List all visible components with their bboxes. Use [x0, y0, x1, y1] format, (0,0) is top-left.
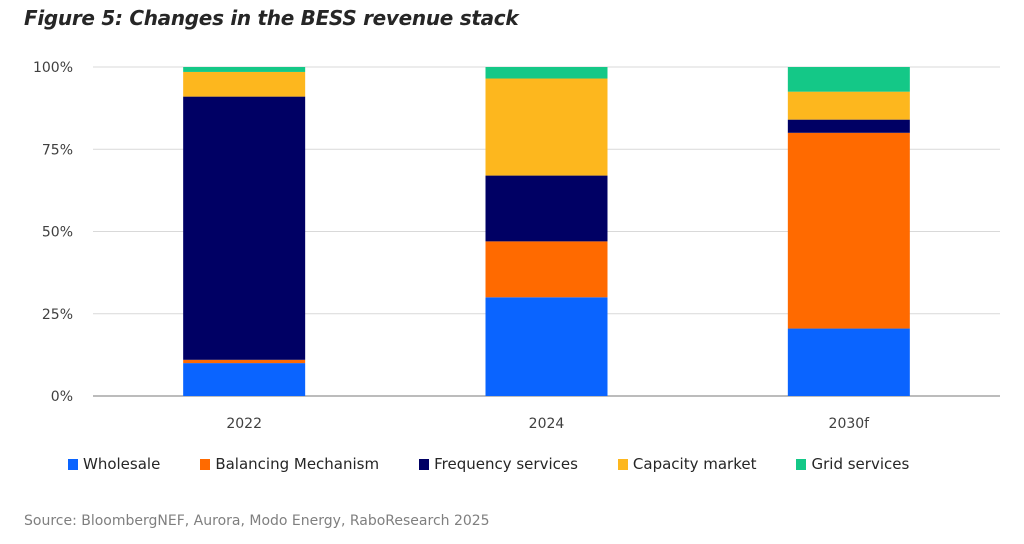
legend-item: Wholesale [68, 455, 160, 473]
y-tick-label: 0% [51, 389, 73, 405]
legend-swatch-icon [200, 458, 211, 470]
bar-segment-wholesale [787, 328, 910, 396]
x-axis-ticks: 2022 2024 2030f [226, 416, 870, 432]
y-tick-label: 75% [42, 142, 73, 158]
bar-segment-frequency-services [485, 175, 608, 242]
y-tick-label: 100% [33, 60, 73, 76]
bar-segment-grid-services [183, 67, 306, 72]
bar-segment-balancing-mechanism [183, 359, 306, 364]
legend-label: Grid services [811, 455, 910, 473]
bar-stack-2024 [485, 67, 608, 396]
legend-label: Wholesale [83, 455, 161, 473]
bar-stack-2022 [183, 67, 306, 396]
y-tick-label: 25% [42, 307, 73, 323]
bar-segment-capacity-market [485, 78, 608, 176]
y-axis-ticks: 0% 25% 50% 75% 100% [33, 60, 73, 405]
legend-swatch-icon [617, 458, 628, 470]
x-tick-label: 2022 [226, 416, 262, 432]
bar-segment-wholesale [183, 363, 306, 396]
y-tick-label: 50% [42, 225, 73, 241]
chart-title: Figure 5: Changes in the BESS revenue st… [24, 6, 519, 30]
x-tick-label: 2024 [529, 416, 565, 432]
legend: Wholesale Balancing Mechanism Frequency se… [68, 455, 988, 473]
legend-item: Balancing Mechanism [200, 455, 379, 473]
x-tick-label: 2030f [829, 416, 871, 432]
legend-swatch-icon [68, 458, 78, 470]
legend-item: Capacity market [617, 455, 757, 473]
bar-segment-frequency-services [183, 96, 306, 360]
bar-segment-capacity-market [183, 71, 306, 97]
bar-segment-balancing-mechanism [485, 241, 608, 298]
bar-segment-grid-services [485, 67, 608, 79]
legend-swatch-icon [796, 458, 807, 470]
bar-segment-frequency-services [787, 119, 910, 133]
bar-segment-capacity-market [787, 91, 910, 120]
legend-item: Frequency services [419, 455, 578, 473]
bars [183, 67, 910, 396]
legend-swatch-icon [419, 458, 430, 470]
bar-segment-grid-services [787, 67, 910, 92]
legend-label: Capacity market [632, 455, 757, 473]
source-note: Source: BloombergNEF, Aurora, Modo Energ… [24, 513, 490, 529]
legend-label: Balancing Mechanism [215, 455, 380, 473]
legend-label: Frequency services [434, 455, 578, 473]
bar-stack-2030f [787, 67, 910, 396]
bar-segment-balancing-mechanism [787, 132, 910, 329]
bar-segment-wholesale [485, 297, 608, 396]
legend-item: Grid services [796, 455, 909, 473]
